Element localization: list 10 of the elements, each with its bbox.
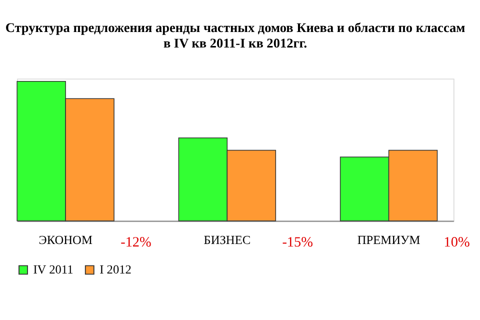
legend-label: I 2012 [100,262,132,277]
text: -12% [120,234,152,250]
text: 10% [444,234,470,250]
text: в IV кв 2011-I кв 2012гг. [163,35,308,50]
text: -15% [282,234,314,250]
legend-label: IV 2011 [33,262,74,277]
x-tick-label: ЭКОНОМ [38,233,92,248]
x-tick-label: БИЗНЕС [204,233,251,248]
text: Структура предложения аренды частных домов Киева и области по классам [5,20,466,36]
x-tick-label: ПРЕМИУМ [357,233,420,248]
